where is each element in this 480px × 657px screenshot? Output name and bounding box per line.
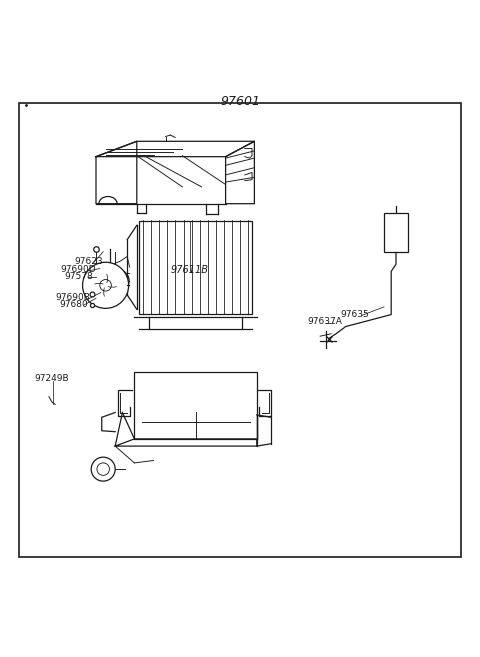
Bar [384, 213, 408, 252]
Circle shape [100, 279, 111, 291]
Text: 97635: 97635 [341, 309, 370, 319]
Circle shape [83, 262, 129, 308]
Text: 97601: 97601 [220, 95, 260, 108]
Circle shape [97, 463, 109, 476]
Bar [134, 372, 257, 439]
Text: 97623: 97623 [74, 257, 103, 266]
Text: 97690D: 97690D [60, 265, 96, 275]
Circle shape [91, 457, 115, 481]
Polygon shape [115, 439, 257, 446]
Text: 97680: 97680 [59, 300, 88, 309]
Bar [139, 221, 252, 314]
Text: 97690B: 97690B [55, 293, 90, 302]
Text: 97611B: 97611B [170, 265, 208, 275]
Text: 97249B: 97249B [35, 374, 69, 384]
Text: 97578: 97578 [65, 272, 94, 281]
Text: 97637A: 97637A [307, 317, 342, 326]
